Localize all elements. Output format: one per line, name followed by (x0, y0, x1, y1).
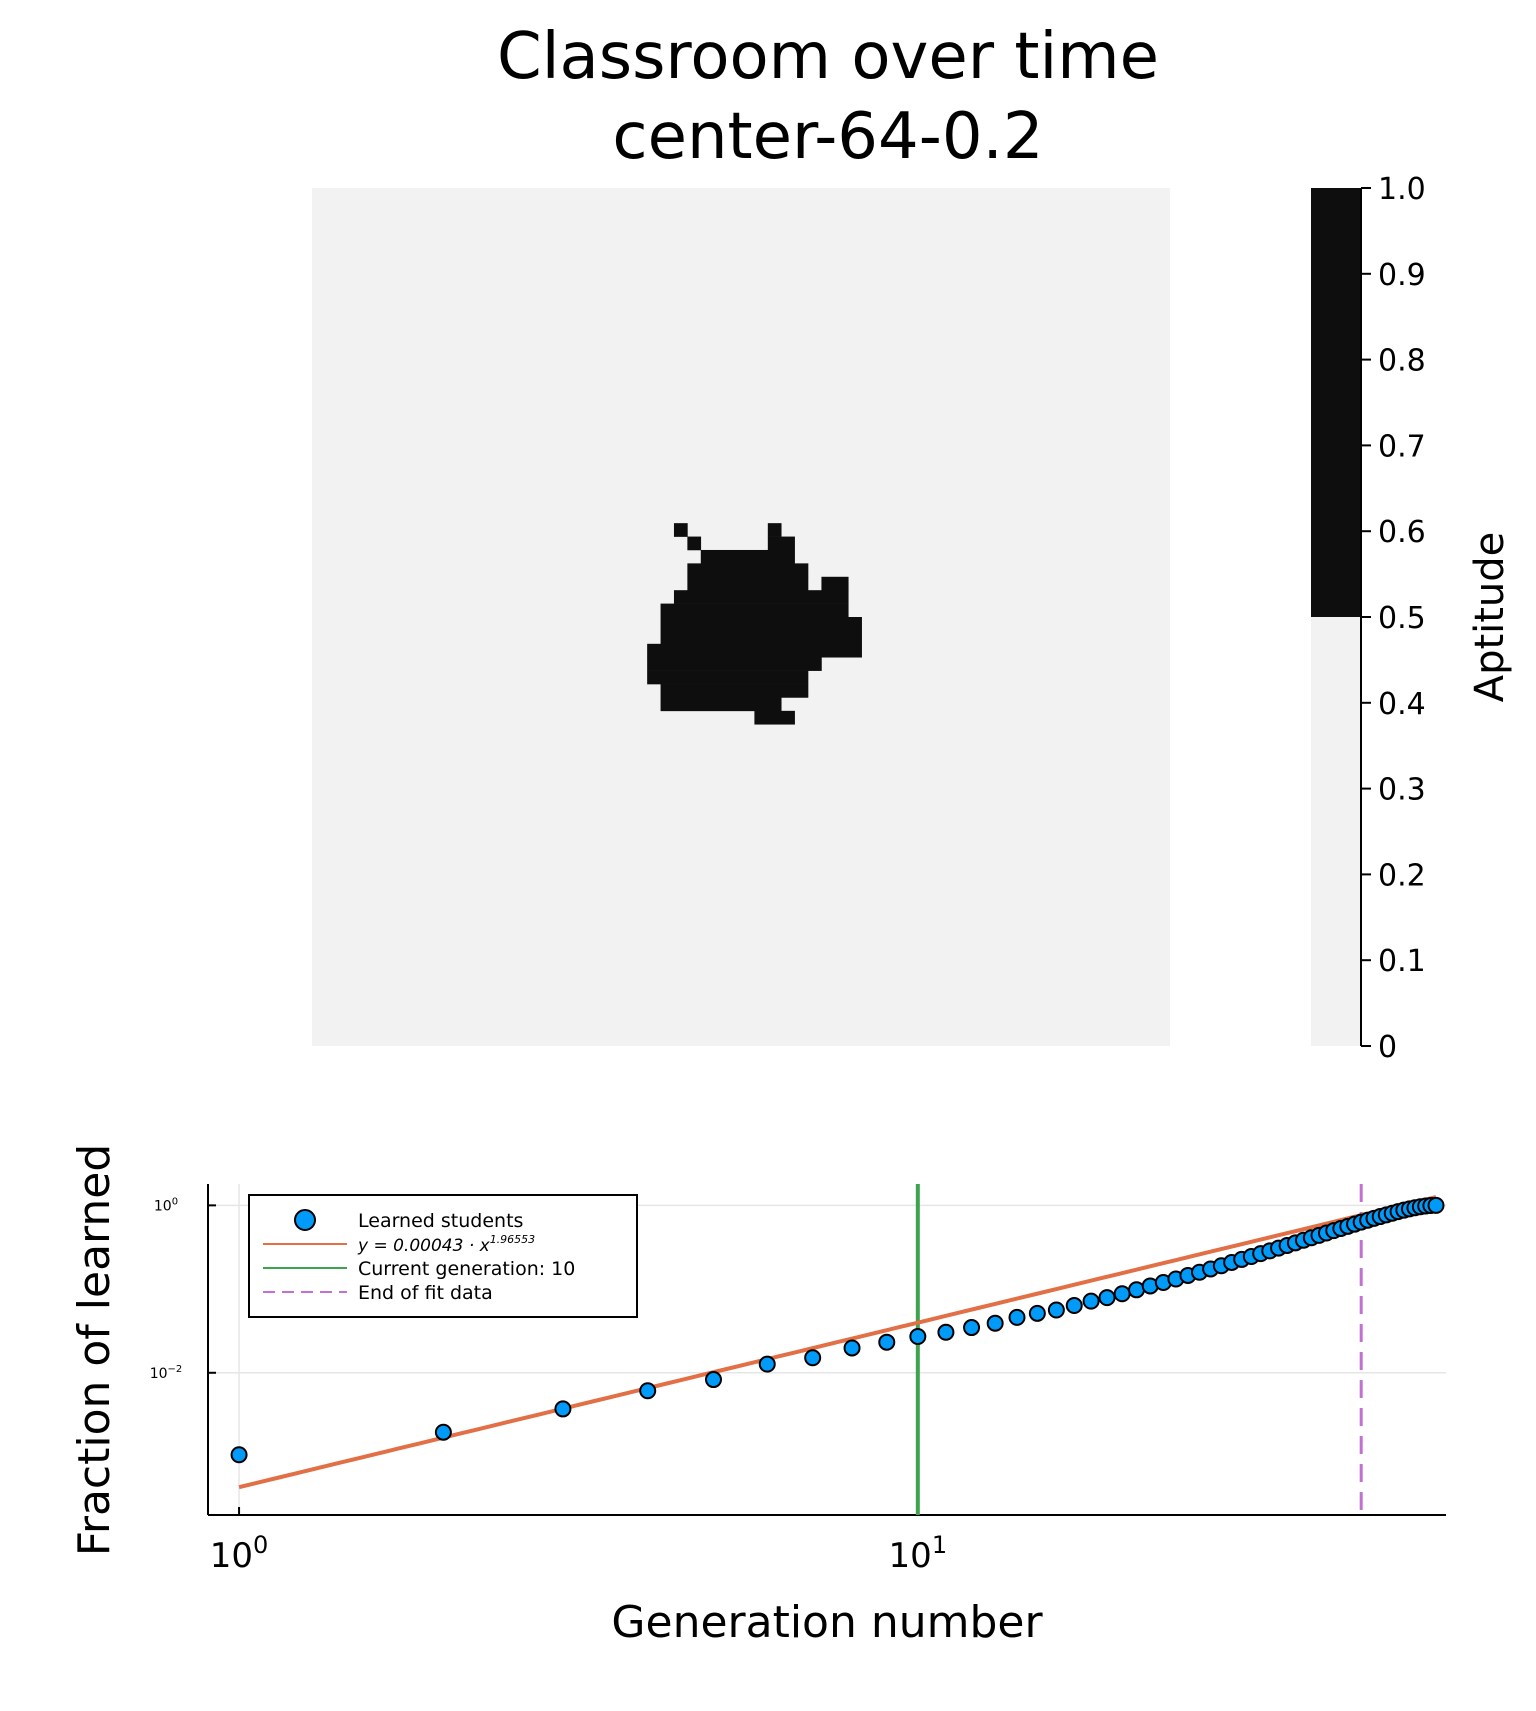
data-point (909, 1328, 927, 1346)
learned-cell (767, 523, 782, 537)
y-axis-label: Fraction of learned (69, 1144, 120, 1556)
data-point (1113, 1285, 1131, 1303)
learned-cell (700, 549, 795, 564)
colorbar-tick-label: 0.4 (1378, 687, 1426, 722)
data-point (843, 1339, 861, 1357)
legend-label-learned: Learned students (358, 1210, 523, 1232)
data-point (639, 1382, 657, 1400)
learned-cell (660, 617, 862, 631)
y-tick-label: 10−2 (150, 1364, 183, 1382)
data-point (1098, 1289, 1116, 1307)
learned-cell (647, 670, 809, 685)
colorbar-tick-label: 1.0 (1378, 172, 1426, 207)
heatmap (312, 188, 1170, 1046)
learned-cell (647, 643, 862, 658)
learned-cell (687, 536, 702, 551)
y-tick-label: 100 (154, 1196, 178, 1214)
learned-cell (647, 657, 822, 671)
learned-cell (821, 576, 849, 591)
data-point (986, 1314, 1004, 1332)
data-point (1028, 1304, 1046, 1322)
learned-cell (673, 523, 688, 537)
colorbar-tick-label: 0.5 (1378, 601, 1426, 636)
legend: Learned students y = 0.00043 · x1.96553 … (248, 1194, 638, 1318)
data-point (1082, 1292, 1100, 1310)
learned-cell (660, 684, 809, 698)
legend-label-endfit: End of fit data (358, 1282, 493, 1304)
legend-marker-learned (294, 1209, 316, 1231)
legend-label-current: Current generation: 10 (358, 1258, 575, 1280)
data-point (804, 1349, 822, 1367)
data-point (1008, 1308, 1026, 1326)
data-point (963, 1319, 981, 1337)
learned-cell (767, 536, 795, 551)
data-point (1047, 1301, 1065, 1319)
learned-cell (687, 563, 809, 578)
data-point (554, 1400, 572, 1418)
colorbar-ticks: 0 0.1 0.2 0.3 0.4 0.5 0.6 0.7 0.8 0.9 1.0 (1361, 172, 1426, 1065)
data-point (937, 1323, 955, 1341)
data-point (704, 1371, 722, 1389)
colorbar-tick-label: 0.9 (1378, 258, 1426, 293)
learned-cell (754, 710, 795, 725)
data-point (434, 1423, 452, 1441)
y-ticks: 10−2 100 (150, 1196, 216, 1382)
data-point (1065, 1296, 1083, 1314)
chart-title: Classroom over time (497, 20, 1159, 94)
scatter-plot: 100 101 10−2 100 Learned students y = 0.00… (69, 1144, 1446, 1648)
chart-subtitle: center-64-0.2 (612, 100, 1043, 174)
x-tick-label: 101 (889, 1531, 948, 1576)
learned-cell (660, 697, 782, 712)
data-point (758, 1355, 776, 1373)
x-ticks: 100 101 (210, 1507, 947, 1576)
colorbar: 0 0.1 0.2 0.3 0.4 0.5 0.6 0.7 0.8 0.9 1.0 Aptitude (1311, 172, 1513, 1065)
colorbar-tick-label: 0.1 (1378, 944, 1426, 979)
colorbar-tick-label: 0 (1378, 1030, 1397, 1065)
data-point (1128, 1281, 1146, 1299)
data-point (878, 1333, 896, 1351)
colorbar-tick-label: 0.3 (1378, 773, 1426, 808)
x-axis-label: Generation number (611, 1597, 1043, 1648)
data-point (1427, 1196, 1445, 1214)
fit-exponent: 1.96553 (490, 1233, 536, 1246)
learned-cell (660, 603, 849, 618)
x-tick-label: 100 (210, 1531, 269, 1576)
colorbar-tick-label: 0.7 (1378, 429, 1426, 464)
heatmap-cells (647, 523, 862, 725)
colorbar-label: Aptitude (1467, 532, 1513, 703)
vertical-lines (915, 1184, 1363, 1515)
fit-formula: y = 0.00043 · x (357, 1236, 491, 1256)
scatter-points (230, 1196, 1445, 1464)
colorbar-low-band (1311, 617, 1361, 1046)
colorbar-tick-label: 0.2 (1378, 858, 1426, 893)
colorbar-tick-label: 0.6 (1378, 515, 1426, 550)
data-point (230, 1446, 248, 1464)
learned-cell (687, 576, 809, 591)
legend-label-fit: y = 0.00043 · x1.96553 (357, 1233, 535, 1256)
colorbar-tick-label: 0.8 (1378, 344, 1426, 379)
learned-cell (660, 630, 862, 645)
colorbar-high-band (1311, 188, 1361, 617)
learned-cell (673, 590, 849, 604)
